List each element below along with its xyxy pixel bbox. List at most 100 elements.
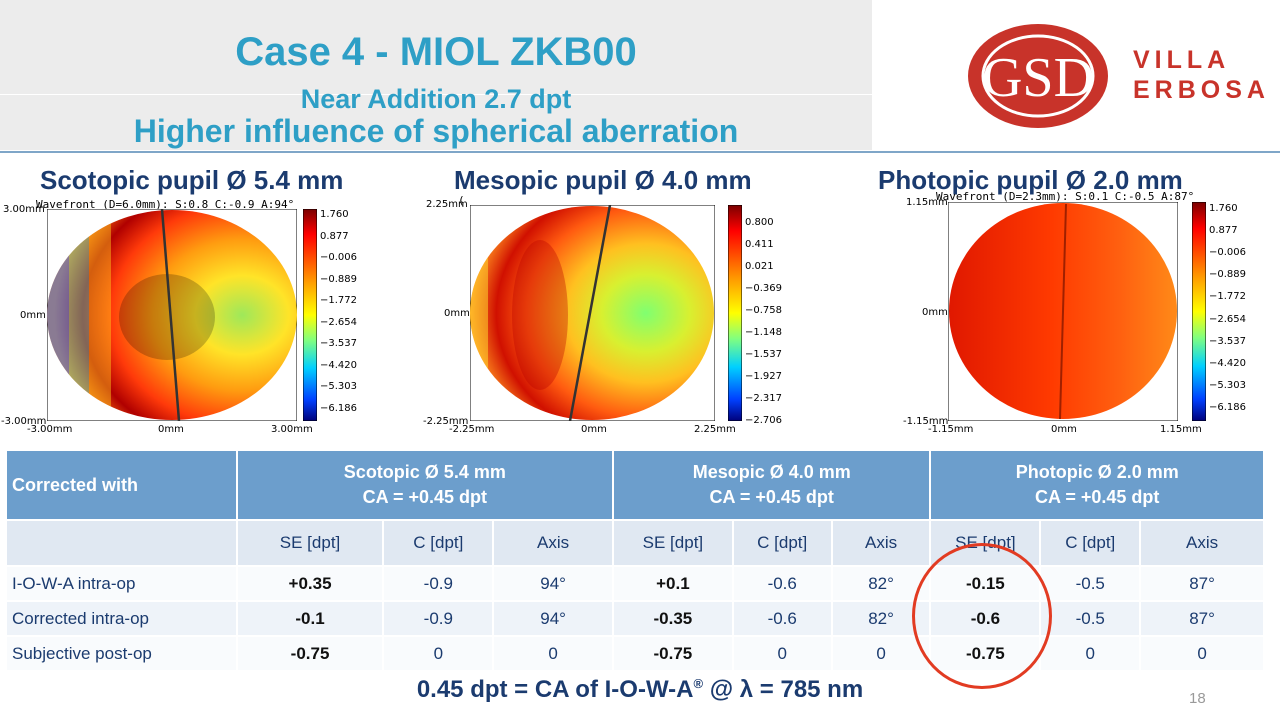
axis-label-top: 1.15mm xyxy=(906,197,948,208)
group-header-scotopic: Scotopic Ø 5.4 mm CA = +0.45 dpt xyxy=(237,451,612,519)
table-subheader-empty xyxy=(7,521,236,565)
column-header: Axis xyxy=(494,521,612,565)
table-cell: -0.75 xyxy=(237,637,383,670)
colorbar-tick: −6.186 xyxy=(1209,402,1247,413)
table-cell: -0.5 xyxy=(1041,602,1140,635)
axis-label-left: -2.25mm xyxy=(449,424,495,435)
colorbar-tick: 0.021 xyxy=(745,261,774,272)
column-header: C [dpt] xyxy=(384,521,493,565)
plot-title-scotopic: Scotopic pupil Ø 5.4 mm xyxy=(40,165,344,195)
axis-label-center: 0mm xyxy=(158,424,184,435)
table-cell: -0.6 xyxy=(733,602,831,635)
colorbar-tick: −3.537 xyxy=(1209,336,1247,347)
table-row: Subjective post-op -0.75 0 0 -0.75 0 0 -… xyxy=(7,637,1263,670)
header-divider xyxy=(0,94,872,95)
colorbar-tick: −4.420 xyxy=(1209,358,1247,369)
colorbar-tick: −1.537 xyxy=(745,349,783,360)
colorbar-tick: −1.772 xyxy=(320,295,358,306)
logo-word-villa: VILLA xyxy=(1133,46,1231,74)
axis-label-center: 0mm xyxy=(581,424,607,435)
colorbar-tick: 0.411 xyxy=(745,239,774,250)
table-cell: -0.35 xyxy=(614,602,732,635)
header-rule xyxy=(0,151,1280,153)
table-cell: 82° xyxy=(832,567,930,600)
logo-initials: GSD xyxy=(982,47,1094,109)
axis-label-left: -1.15mm xyxy=(928,424,974,435)
table-corner-label: Corrected with xyxy=(7,451,236,519)
colorbar-tick: −4.420 xyxy=(320,360,358,371)
header-background xyxy=(0,0,872,150)
axis-label-right: 1.15mm xyxy=(1160,424,1202,435)
colorbar-tick: −2.654 xyxy=(1209,314,1247,325)
wavefront-label-mesopic: ( xyxy=(458,194,465,207)
slide-subtitle-1: Near Addition 2.7 dpt xyxy=(300,84,572,114)
logo-word-erbosa: ERBOSA xyxy=(1133,76,1270,104)
plot-title-photopic: Photopic pupil Ø 2.0 mm xyxy=(878,165,1183,195)
wavefront-map-mesopic xyxy=(470,205,715,421)
colorbar-tick: −1.927 xyxy=(745,371,783,382)
slide-title: Case 4 - MIOL ZKB00 xyxy=(235,30,637,74)
table-cell: -0.1 xyxy=(237,602,383,635)
axis-label-mid: 0mm xyxy=(922,307,948,318)
colorbar-tick: 0.800 xyxy=(745,217,774,228)
row-label: I-O-W-A intra-op xyxy=(7,567,236,600)
group-header-mesopic: Mesopic Ø 4.0 mm CA = +0.45 dpt xyxy=(614,451,930,519)
colorbar-tick: −0.889 xyxy=(320,274,358,285)
row-label: Subjective post-op xyxy=(7,637,236,670)
colorbar-tick: −0.006 xyxy=(320,252,358,263)
colorbar-tick: −0.369 xyxy=(745,283,783,294)
column-header: SE [dpt] xyxy=(237,521,383,565)
colorbar-tick: −5.303 xyxy=(1209,380,1247,391)
axis-label-right: 2.25mm xyxy=(694,424,736,435)
column-header: C [dpt] xyxy=(1041,521,1140,565)
table-cell: 0 xyxy=(832,637,930,670)
table-header-row: Corrected with Scotopic Ø 5.4 mm CA = +0.… xyxy=(7,451,1263,519)
colorbar-tick: −5.303 xyxy=(320,381,358,392)
axis-label-mid: 0mm xyxy=(20,310,46,321)
axis-label-left: -3.00mm xyxy=(27,424,73,435)
axis-label-bottom: -2.25mm xyxy=(423,416,469,427)
wavefront-map-scotopic xyxy=(47,209,297,421)
axis-label-center: 0mm xyxy=(1051,424,1077,435)
colorbar-mesopic xyxy=(728,205,742,421)
axis-label-bottom: -3.00mm xyxy=(1,416,47,427)
row-label: Corrected intra-op xyxy=(7,602,236,635)
axis-label-bottom: -1.15mm xyxy=(903,416,949,427)
column-header: Axis xyxy=(832,521,930,565)
colorbar-tick: −3.537 xyxy=(320,338,358,349)
table-cell: +0.35 xyxy=(237,567,383,600)
column-header: SE [dpt] xyxy=(614,521,732,565)
table-cell: 87° xyxy=(1141,567,1263,600)
table-cell: 94° xyxy=(494,602,612,635)
colorbar-tick: −1.772 xyxy=(1209,291,1247,302)
axis-label-right: 3.00mm xyxy=(271,424,313,435)
table-row: I-O-W-A intra-op +0.35 -0.9 94° +0.1 -0.… xyxy=(7,567,1263,600)
gsd-logo: GSD xyxy=(968,24,1108,128)
table-subheader-row: SE [dpt] C [dpt] Axis SE [dpt] C [dpt] A… xyxy=(7,521,1263,565)
axis-label-mid: 0mm xyxy=(444,308,470,319)
table-cell: 0 xyxy=(1141,637,1263,670)
wavefront-map-photopic xyxy=(948,202,1178,421)
table-cell: +0.1 xyxy=(614,567,732,600)
table-cell: 94° xyxy=(494,567,612,600)
column-header: Axis xyxy=(1141,521,1263,565)
colorbar-tick: −6.186 xyxy=(320,403,358,414)
colorbar-tick: −0.006 xyxy=(1209,247,1247,258)
table-cell: -0.5 xyxy=(1041,567,1140,600)
colorbar-tick: 1.760 xyxy=(1209,203,1238,214)
colorbar-tick: −2.654 xyxy=(320,317,358,328)
table-cell: -0.9 xyxy=(384,602,493,635)
colorbar-tick: 1.760 xyxy=(320,209,349,220)
plot-title-mesopic: Mesopic pupil Ø 4.0 mm xyxy=(454,165,752,195)
column-header: C [dpt] xyxy=(733,521,831,565)
wavefront-label-scotopic: Wavefront (D=6.0mm): S:0.8 C:-0.9 A:94° xyxy=(36,198,295,211)
table-cell: 0 xyxy=(733,637,831,670)
axis-label-top: 2.25mm xyxy=(426,199,468,210)
table-cell: 87° xyxy=(1141,602,1263,635)
slide-subtitle-2: Higher influence of spherical aberration xyxy=(133,113,739,149)
table-cell: 0 xyxy=(1041,637,1140,670)
highlight-circle xyxy=(912,543,1052,689)
colorbar-scotopic xyxy=(303,209,317,421)
colorbar-tick: −1.148 xyxy=(745,327,783,338)
colorbar-tick: −0.758 xyxy=(745,305,783,316)
